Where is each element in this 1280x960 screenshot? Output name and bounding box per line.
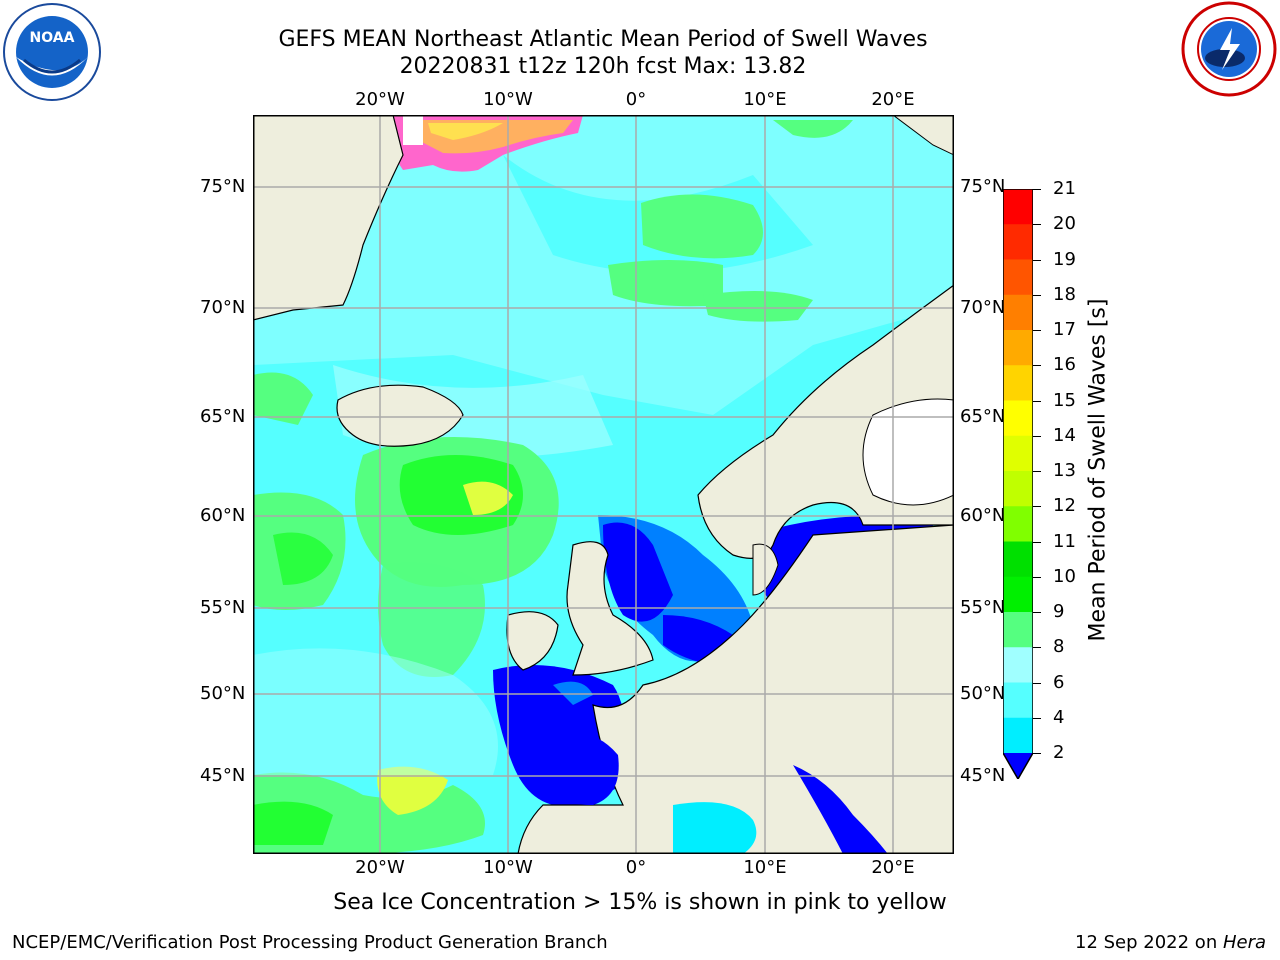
ireland (506, 611, 559, 671)
colorbar-tick-mark (1033, 612, 1041, 613)
footer-credit: NCEP/EMC/Verification Post Processing Pr… (12, 932, 608, 953)
colorbar-label: Mean Period of Swell Waves [s] (1085, 298, 1111, 642)
colorbar-band (1003, 294, 1033, 331)
sea-ice-note: Sea Ice Concentration > 15% is shown in … (333, 890, 947, 915)
lon-label-bottom-2: 10°W (483, 857, 533, 878)
colorbar-band (1003, 435, 1033, 472)
lon-label-top-1: 20°W (355, 89, 405, 110)
lat-label-right-50: 50°N (960, 683, 1006, 704)
map-panel (253, 115, 954, 854)
footer-machine: Hera (1222, 932, 1266, 953)
colorbar-tick-label: 17 (1053, 319, 1076, 340)
graticule (253, 115, 954, 854)
noaa-logo: NOAA (2, 2, 102, 106)
colorbar-tick-mark (1033, 294, 1041, 296)
colorbar-tick-label: 18 (1053, 283, 1076, 305)
lat-label-right-75: 75°N (960, 176, 1006, 197)
lon-label-bottom-5: 20°E (871, 857, 915, 878)
colorbar-tick-label: 19 (1053, 248, 1076, 270)
lon-label-top-2: 10°W (483, 89, 533, 110)
greenland (253, 115, 404, 321)
lon-label-bottom-4: 10°E (743, 857, 787, 878)
lon-label-top-4: 10°E (743, 89, 787, 110)
colorbar-tick-mark (1033, 541, 1041, 543)
colorbar-band (1003, 612, 1033, 648)
lat-label-right-65: 65°N (960, 406, 1006, 427)
colorbar-tick-mark (1033, 753, 1041, 754)
colorbar-band (1003, 647, 1033, 683)
colorbar-outline (1003, 189, 1033, 779)
colorbar-tick-label: 13 (1053, 460, 1076, 481)
footer-date: 12 Sep 2022 on Hera (1075, 932, 1266, 953)
lat-label-left-45: 45°N (200, 765, 246, 786)
colorbar-tick-label: 14 (1053, 424, 1076, 446)
colorbar-tick-label: 8 (1053, 636, 1065, 658)
colorbar-tick-mark (1033, 189, 1041, 190)
colorbar-tick-mark (1033, 682, 1041, 684)
colorbar-tick-mark (1033, 365, 1041, 367)
colorbar-tick-mark (1033, 400, 1041, 402)
lon-label-bottom-1: 20°W (355, 857, 405, 878)
colorbar-band (1003, 682, 1033, 719)
colorbar-tick-label: 10 (1053, 565, 1076, 587)
colorbar-band (1003, 259, 1033, 296)
colorbar-band (1003, 506, 1033, 542)
colorbar-tick-mark (1033, 471, 1041, 472)
lat-label-left-60: 60°N (200, 505, 246, 526)
colorbar-tick-label: 16 (1053, 354, 1076, 376)
colorbar-band (1003, 541, 1033, 578)
colorbar-tick-mark (1033, 576, 1041, 578)
colorbar-tick-mark (1033, 435, 1041, 437)
lat-label-right-45: 45°N (960, 765, 1006, 786)
colorbar-tick-label: 9 (1053, 601, 1065, 622)
colorbar-tick-label: 4 (1053, 706, 1065, 728)
colorbar-band (1003, 189, 1033, 225)
lon-label-top-5: 20°E (871, 89, 915, 110)
lat-label-left-55: 55°N (200, 597, 246, 618)
colorbar-tick-mark (1033, 330, 1041, 331)
colorbar-tick-mark (1033, 717, 1041, 719)
lat-label-left-50: 50°N (200, 683, 246, 704)
green-patch-north (641, 194, 763, 259)
colorbar-tick-label: 21 (1053, 178, 1076, 199)
lat-label-left-65: 65°N (200, 406, 246, 427)
colorbar-tick-mark (1033, 506, 1041, 508)
colorbar-tick-mark (1033, 647, 1041, 649)
colorbar-band (1003, 365, 1033, 401)
iceland (336, 384, 464, 447)
great-britain (566, 541, 654, 676)
lat-label-right-70: 70°N (960, 297, 1006, 318)
lon-label-bottom-3: 0° (625, 857, 647, 878)
colorbar-tick-label: 2 (1053, 742, 1065, 763)
colorbar-tick-mark (1033, 259, 1041, 261)
svg-text:NOAA: NOAA (30, 30, 75, 46)
colorbar-band (1003, 717, 1033, 754)
colorbar-tick-label: 20 (1053, 213, 1076, 235)
lon-label-top-3: 0° (625, 89, 647, 110)
colorbar (1003, 189, 1033, 779)
colorbar-band (1003, 400, 1033, 437)
lat-label-right-60: 60°N (960, 505, 1006, 526)
chart-title: GEFS MEAN Northeast Atlantic Mean Period… (278, 27, 928, 52)
nws-logo (1180, 0, 1278, 102)
colorbar-tick-label: 15 (1053, 389, 1076, 411)
footer-date-text: 12 Sep 2022 on (1075, 932, 1223, 953)
colorbar-band (1003, 224, 1033, 260)
colorbar-band (1003, 471, 1033, 507)
colorbar-band (1003, 576, 1033, 613)
lat-label-left-70: 70°N (200, 297, 246, 318)
colorbar-band (1003, 330, 1033, 366)
colorbar-tick-label: 12 (1053, 495, 1076, 517)
lat-label-right-55: 55°N (960, 597, 1006, 618)
colorbar-tick-label: 11 (1053, 530, 1076, 552)
chart-subtitle: 20220831 t12z 120h fcst Max: 13.82 (399, 54, 807, 79)
colorbar-tick-mark (1033, 224, 1041, 226)
lat-label-left-75: 75°N (200, 176, 246, 197)
colorbar-extend-triangle (1003, 753, 1033, 779)
colorbar-tick-label: 6 (1053, 671, 1065, 693)
